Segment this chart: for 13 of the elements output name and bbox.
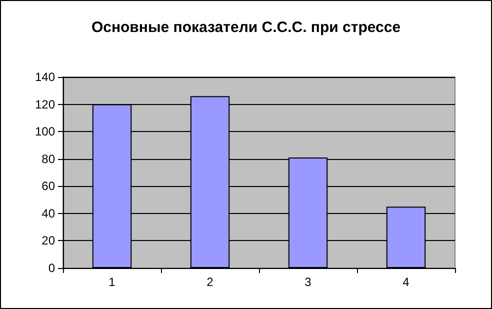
y-tick-label: 80	[42, 152, 56, 166]
chart-title: Основные показатели С.С.С. при стрессе	[91, 19, 401, 36]
y-tick-label: 0	[48, 261, 56, 275]
y-tick-label: 100	[34, 124, 56, 139]
x-tick-label: 1	[108, 275, 116, 289]
y-tick-label: 120	[34, 97, 56, 112]
x-tick-label: 4	[402, 275, 410, 289]
y-tick-label: 140	[34, 70, 56, 84]
x-tick-label: 2	[206, 275, 214, 289]
y-tick-label: 40	[42, 206, 56, 220]
y-tick-label: 20	[42, 234, 56, 248]
y-tick-label: 60	[42, 179, 56, 194]
x-tick-label: 3	[304, 275, 312, 289]
